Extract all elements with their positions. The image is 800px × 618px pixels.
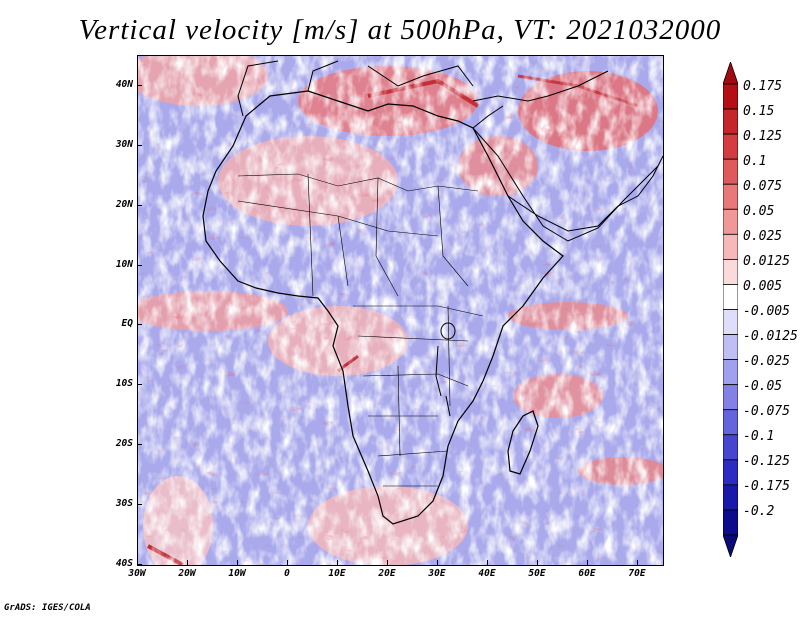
colorbar-label: 0.0125: [743, 253, 790, 269]
colorbar-top-arrow: [723, 62, 738, 85]
colorbar-label: -0.2: [743, 504, 775, 520]
colorbar-label: 0.025: [743, 228, 783, 244]
chart-title: Vertical velocity [m/s] at 500hPa, VT: 2…: [78, 14, 722, 46]
colorbar-swatch: [723, 133, 738, 160]
lon-tick-mark: [187, 560, 188, 565]
colorbar-swatch: [723, 334, 738, 361]
colorbar-swatch: [723, 258, 738, 285]
velocity-field-map: [138, 56, 663, 565]
lon-tick-mark: [237, 560, 238, 565]
colorbar-swatch: [723, 459, 738, 486]
colorbar-swatch: [723, 409, 738, 436]
lon-tick-label: 0: [284, 568, 290, 579]
colorbar-label: 0.15: [743, 103, 775, 119]
colorbar-swatch: [723, 183, 738, 210]
lat-tick-mark: [137, 504, 142, 506]
lat-tick-label: 10S: [115, 378, 133, 390]
lat-tick-label: 40N: [115, 78, 133, 90]
lat-tick-mark: [137, 444, 142, 446]
colorbar-label: 0.125: [743, 128, 783, 144]
lon-tick-mark: [337, 560, 338, 565]
colorbar-swatch: [723, 108, 738, 135]
lon-tick-label: 30E: [428, 568, 446, 579]
lon-tick-label: 20W: [178, 568, 196, 579]
lat-tick-label: EQ: [121, 318, 133, 330]
map-plot-area: [137, 55, 664, 566]
lon-tick-mark: [287, 560, 288, 565]
lat-tick-mark: [137, 144, 142, 146]
lon-tick-label: 20E: [378, 568, 396, 579]
lon-tick-label: 50E: [528, 568, 546, 579]
colorbar-label: -0.075: [743, 404, 790, 420]
colorbar-swatch: [723, 384, 738, 411]
lat-tick-label: 30N: [115, 138, 133, 150]
colorbar-swatch: [723, 208, 738, 235]
colorbar-label: -0.0125: [743, 329, 798, 345]
colorbar-label: -0.05: [743, 379, 783, 395]
colorbar: [723, 62, 738, 557]
arabia-coastline: [472, 127, 659, 242]
great-lakes: [435, 322, 456, 417]
lon-tick-label: 40E: [478, 568, 496, 579]
lon-tick-mark: [637, 560, 638, 565]
lat-tick-label: 30S: [115, 498, 133, 510]
colorbar-label: 0.005: [743, 278, 783, 294]
colorbar-swatch: [723, 158, 738, 185]
lat-tick-mark: [137, 384, 142, 386]
lon-tick-label: 10W: [228, 568, 246, 579]
country-borders: [237, 173, 484, 487]
europe-coastline: [237, 60, 663, 232]
lat-tick-mark: [137, 324, 142, 326]
lon-tick-label: 70E: [628, 568, 646, 579]
colorbar-swatch: [723, 484, 738, 511]
colorbar-label: -0.175: [743, 479, 790, 495]
lon-tick-mark: [537, 560, 538, 565]
lon-tick-mark: [137, 560, 138, 565]
colorbar-swatch: [723, 359, 738, 386]
lat-tick-label: 20N: [115, 198, 133, 210]
colorbar-swatch: [723, 233, 738, 260]
lon-tick-mark: [587, 560, 588, 565]
software-credit: GrADS: IGES/COLA: [4, 603, 91, 613]
colorbar-swatch: [723, 309, 738, 335]
africa-coastline: [202, 90, 564, 525]
lat-tick-mark: [137, 204, 142, 206]
lat-tick-mark: [137, 84, 142, 86]
lat-tick-label: 20S: [115, 438, 133, 450]
field-texture-red: [138, 56, 663, 565]
colorbar-label: -0.005: [743, 304, 790, 320]
lat-tick-mark: [137, 264, 142, 266]
colorbar-label: -0.1: [743, 429, 775, 445]
colorbar-label: -0.125: [743, 454, 790, 470]
colorbar-swatch: [723, 284, 738, 310]
colorbar-bottom-arrow: [723, 534, 738, 557]
lat-tick-label: 40S: [115, 558, 133, 569]
madagascar-coastline: [507, 410, 539, 475]
colorbar-swatch: [723, 83, 738, 110]
colorbar-label: -0.025: [743, 354, 790, 370]
lon-tick-label: 60E: [578, 568, 596, 579]
lat-tick-mark: [137, 564, 142, 565]
colorbar-label: 0.05: [743, 203, 775, 219]
colorbar-label: 0.075: [743, 178, 783, 194]
lon-tick-mark: [487, 560, 488, 565]
colorbar-swatch: [723, 509, 738, 536]
lon-tick-mark: [437, 560, 438, 565]
colorbar-label: 0.1: [743, 153, 767, 169]
lat-tick-label: 10N: [115, 258, 133, 270]
colorbar-swatch: [723, 434, 738, 461]
lon-tick-label: 30W: [128, 568, 146, 579]
lon-tick-label: 10E: [328, 568, 346, 579]
lon-tick-mark: [387, 560, 388, 565]
colorbar-label: 0.175: [743, 78, 783, 94]
